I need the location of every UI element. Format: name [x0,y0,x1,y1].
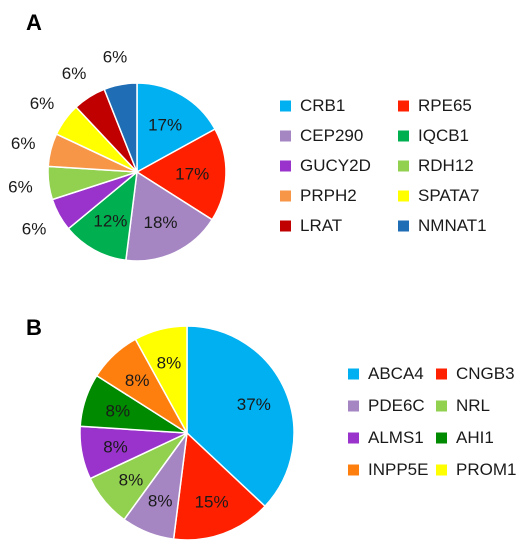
panel-b-letter: B [26,315,42,340]
legend-swatch-cngb3 [436,368,447,380]
legend-label-cngb3: CNGB3 [456,364,515,383]
legend-label-cep290: CEP290 [300,126,363,145]
data-label-alms1: 8% [103,438,128,457]
legend-label-ahi1: AHI1 [456,428,494,447]
data-label-rpe65: 17% [175,165,209,184]
pie-slice-rpe65 [135,128,227,221]
legend-label-inpp5e: INPP5E [368,460,428,479]
legend-swatch-alms1 [348,432,359,444]
pie-slice-iqcb1 [67,170,138,262]
legend-swatch-prom1 [436,464,447,476]
pie-slice-nmnat1 [103,82,138,173]
legend-swatch-inpp5e [348,464,359,476]
legend-label-iqcb1: IQCB1 [418,126,469,145]
legend-swatch-nmnat1 [398,220,409,232]
legend-label-prph2: PRPH2 [300,186,357,205]
legend-label-crb1: CRB1 [300,96,345,115]
data-label-inpp5e: 8% [125,371,150,390]
pie-slice-crb1 [136,82,217,174]
data-label-spata7: 6% [30,94,55,113]
pie-slice-cngb3 [172,431,267,541]
legend-label-spata7: SPATA7 [418,186,479,205]
legend-swatch-crb1 [280,100,291,112]
data-label-nmnat1: 6% [103,48,128,67]
data-label-crb1: 17% [148,116,182,135]
legend-swatch-spata7 [398,190,409,202]
data-label-prom1: 8% [157,354,182,373]
legend-swatch-ahi1 [436,432,447,444]
legend-label-rpe65: RPE65 [418,96,472,115]
panel-a-letter: A [26,10,42,35]
legend-swatch-prph2 [280,190,291,202]
data-label-nrl: 8% [119,470,144,489]
pie-slice-abca4 [186,325,295,508]
pie-chart-a: 17% 17% 18% 12% 6% 6% 6% 6% 6% 6% [8,48,227,262]
data-label-cep290: 18% [143,213,177,232]
legend-swatch-pde6c [348,400,359,412]
legend-label-lrat: LRAT [300,216,342,235]
legend-label-gucy2d: GUCY2D [300,156,371,175]
legend-label-prom1: PROM1 [456,460,516,479]
pie-slice-prom1 [134,325,188,434]
data-label-prph2: 6% [11,134,36,153]
legend-swatch-rdh12 [398,160,409,172]
legend-swatch-lrat [280,220,291,232]
legend-swatch-iqcb1 [398,130,409,142]
legend-label-nmnat1: NMNAT1 [418,216,487,235]
legend-swatch-abca4 [348,368,359,380]
data-label-abca4: 37% [237,395,271,414]
data-label-iqcb1: 12% [93,211,127,230]
legend-a: CRB1 RPE65 CEP290 IQCB1 GUCY2D RDH12 PRPH2 SPAT… [280,96,487,235]
legend-label-abca4: ABCA4 [368,364,424,383]
data-label-ahi1: 8% [106,402,131,421]
legend-swatch-nrl [436,400,447,412]
legend-swatch-cep290 [280,130,291,142]
data-label-cngb3: 15% [195,493,229,512]
legend-swatch-gucy2d [280,160,291,172]
data-label-pde6c: 8% [148,492,173,511]
legend-label-rdh12: RDH12 [418,156,474,175]
legend-label-nrl: NRL [456,396,490,415]
pie-chart-b: 37%15%8%8%8%8%8%8% [79,325,295,541]
legend-label-alms1: ALMS1 [368,428,424,447]
legend-swatch-rpe65 [398,100,409,112]
data-label-lrat: 6% [62,64,87,83]
data-label-rdh12: 6% [8,178,33,197]
legend-label-pde6c: PDE6C [368,396,425,415]
data-label-gucy2d: 6% [22,220,47,239]
legend-b: ABCA4 CNGB3 PDE6C NRL ALMS1 AHI1 INPP5E PROM1 [348,364,516,479]
pie-slice-cep290 [125,170,214,262]
